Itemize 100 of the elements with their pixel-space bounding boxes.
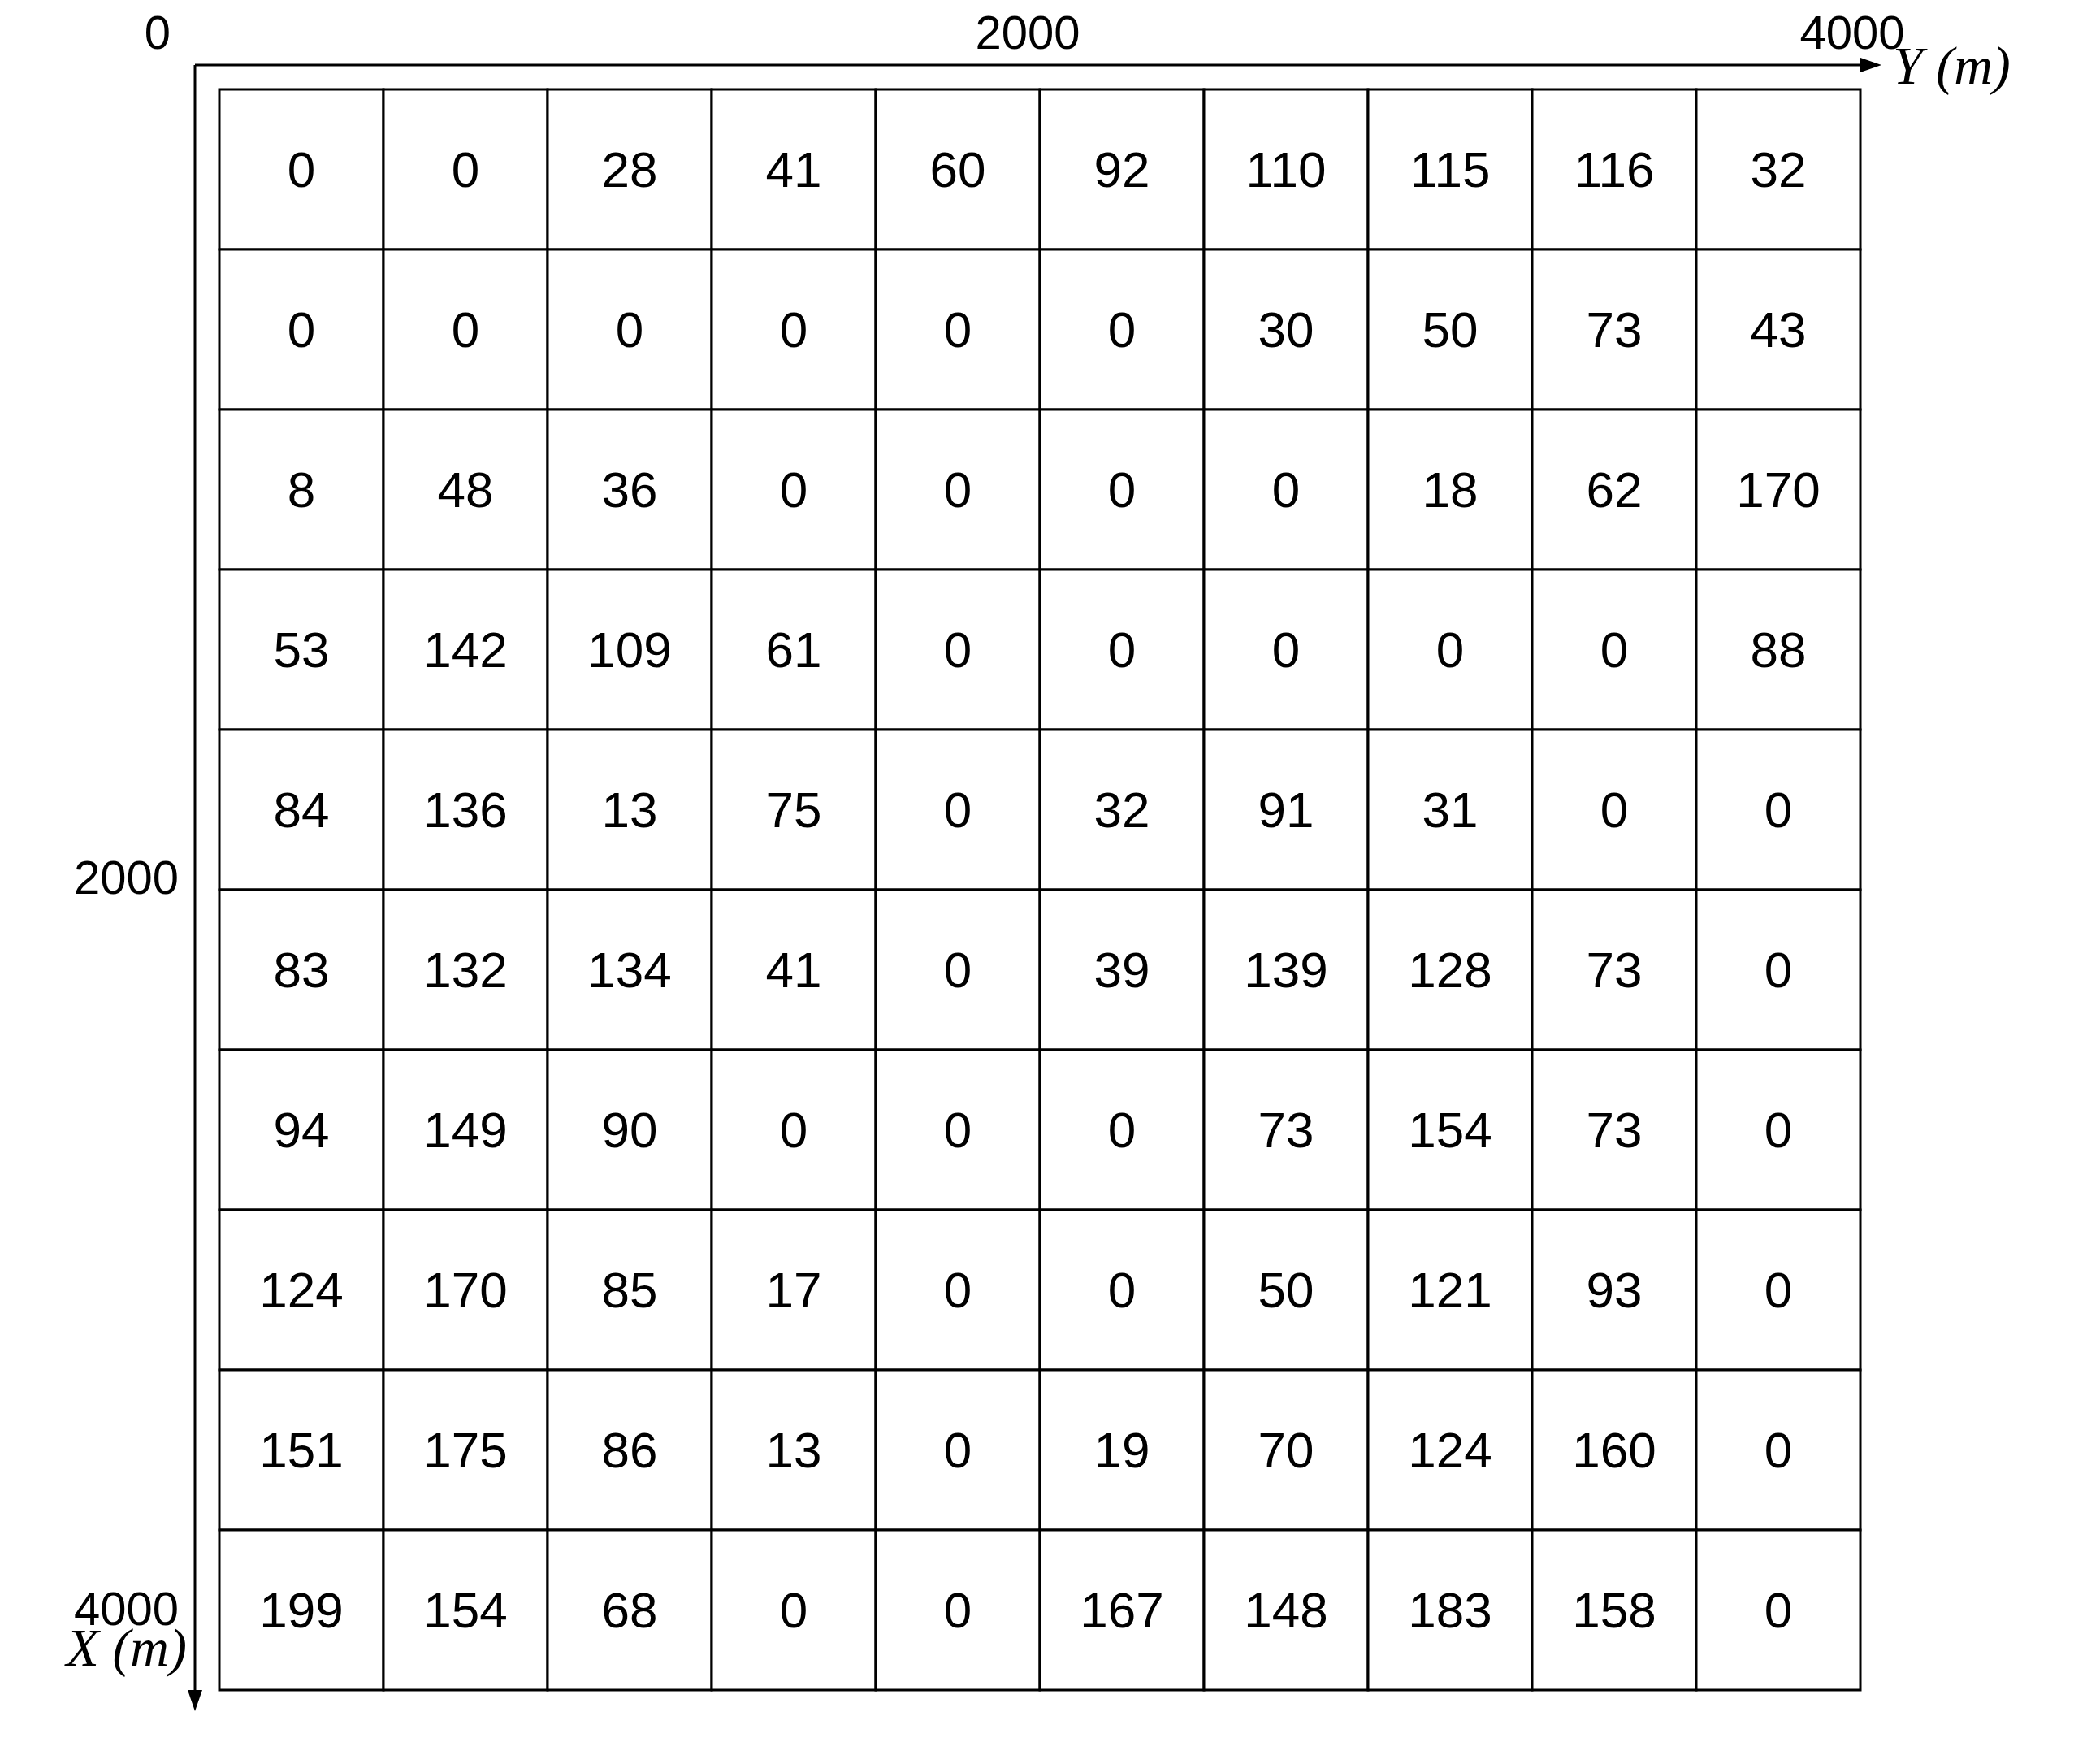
data-label: 132	[423, 942, 508, 998]
data-label: 170	[423, 1262, 508, 1318]
data-label: 19	[1093, 1422, 1150, 1478]
data-label: 61	[765, 622, 822, 678]
data-label: 85	[601, 1262, 658, 1318]
data-label: 48	[437, 462, 494, 518]
data-label: 50	[1258, 1262, 1314, 1318]
data-label: 43	[1750, 301, 1807, 358]
data-label: 148	[1244, 1582, 1328, 1638]
data-label: 109	[587, 622, 672, 678]
data-label: 36	[601, 462, 658, 518]
data-label: 0	[943, 622, 972, 678]
data-label: 110	[1245, 141, 1327, 197]
data-label: 84	[273, 782, 330, 838]
data-label: 0	[779, 462, 808, 518]
data-label: 90	[601, 1102, 658, 1158]
data-label: 0	[1107, 301, 1137, 358]
data-label: 0	[1271, 622, 1301, 678]
data-label: 86	[601, 1422, 658, 1478]
data-label: 0	[1764, 1262, 1793, 1318]
data-label: 0	[943, 301, 972, 358]
data-label: 175	[423, 1422, 508, 1478]
data-label: 121	[1408, 1262, 1492, 1318]
data-label: 68	[601, 1582, 658, 1638]
data-label: 31	[1422, 782, 1479, 838]
data-label: 139	[1244, 942, 1328, 998]
data-label: 13	[601, 782, 658, 838]
data-label: 0	[1600, 622, 1629, 678]
data-label: 73	[1586, 301, 1643, 358]
data-label: 0	[1435, 622, 1465, 678]
data-label: 0	[1271, 462, 1301, 518]
data-label: 116	[1574, 141, 1655, 197]
data-label: 128	[1408, 942, 1492, 998]
data-label: 73	[1586, 1102, 1643, 1158]
data-label: 39	[1093, 942, 1150, 998]
data-label: 0	[1764, 1582, 1793, 1638]
data-label: 0	[1107, 462, 1137, 518]
data-label: 13	[765, 1422, 822, 1478]
data-label: 0	[943, 1422, 972, 1478]
data-label: 0	[615, 301, 644, 358]
data-label: 154	[423, 1582, 508, 1638]
data-label: 41	[765, 942, 822, 998]
data-label: 151	[259, 1422, 344, 1478]
data-label: 154	[1408, 1102, 1492, 1158]
data-label: 149	[423, 1102, 508, 1158]
data-label: 167	[1080, 1582, 1164, 1638]
data-label: 0	[779, 1582, 808, 1638]
data-label: 53	[273, 622, 330, 678]
data-label: 41	[765, 141, 822, 197]
data-label: 0	[1764, 1422, 1793, 1478]
data-label: 199	[259, 1582, 344, 1638]
data-label: 30	[1258, 301, 1314, 358]
data-label: 28	[601, 141, 658, 197]
data-label: 160	[1572, 1422, 1656, 1478]
data-label: 142	[423, 622, 508, 678]
data-label: 75	[765, 782, 822, 838]
data-label: 70	[1258, 1422, 1314, 1478]
data-label: 115	[1409, 141, 1491, 197]
data-label: 158	[1572, 1582, 1656, 1638]
data-label: 60	[929, 141, 986, 197]
data-label: 124	[1408, 1422, 1492, 1478]
data-label: 8	[287, 462, 316, 518]
data-label: 124	[259, 1262, 344, 1318]
data-label: 0	[943, 1102, 972, 1158]
data-label: 136	[423, 782, 508, 838]
data-label: 0	[287, 141, 316, 197]
data-label: 93	[1586, 1262, 1643, 1318]
data-label: 18	[1422, 462, 1479, 518]
data-label: 134	[587, 942, 672, 998]
data-label: 0	[1107, 622, 1137, 678]
data-label: 73	[1258, 1102, 1314, 1158]
data-label: 92	[1093, 141, 1150, 197]
data-label: 0	[287, 301, 316, 358]
data-label: 0	[1764, 1102, 1793, 1158]
data-label: 91	[1258, 782, 1314, 838]
data-label: 0	[943, 462, 972, 518]
text: 2000	[975, 6, 1080, 59]
data-label: 0	[779, 301, 808, 358]
data-label: 0	[943, 1262, 972, 1318]
data-label: 17	[765, 1262, 822, 1318]
data-label: 0	[779, 1102, 808, 1158]
data-label: 0	[943, 942, 972, 998]
data-label: 183	[1408, 1582, 1492, 1638]
data-label: 170	[1736, 462, 1821, 518]
data-label: 32	[1750, 141, 1807, 197]
data-label: 0	[943, 782, 972, 838]
data-label: 73	[1586, 942, 1643, 998]
text: 0	[144, 6, 171, 59]
text: 2000	[73, 851, 179, 904]
data-label: 83	[273, 942, 330, 998]
data-label: 0	[1107, 1102, 1137, 1158]
data-label: 0	[1764, 782, 1793, 838]
data-label: 0	[943, 1582, 972, 1638]
data-label: 0	[1600, 782, 1629, 838]
data-label: 94	[273, 1102, 330, 1158]
data-label: 0	[451, 141, 480, 197]
data-label: 0	[1107, 1262, 1137, 1318]
data-label: 0	[451, 301, 480, 358]
data-label: 62	[1586, 462, 1643, 518]
data-label: 50	[1422, 301, 1479, 358]
